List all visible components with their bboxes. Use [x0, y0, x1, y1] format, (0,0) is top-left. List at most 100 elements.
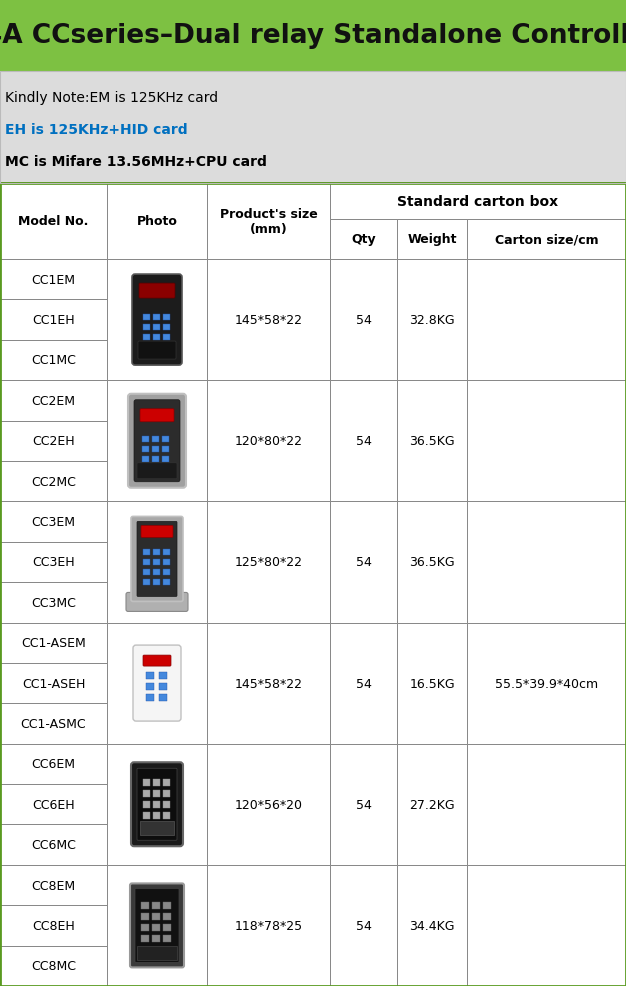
Text: 120*80*22: 120*80*22 — [235, 435, 302, 448]
Text: 34.4KG: 34.4KG — [409, 919, 454, 932]
Bar — [467, 623, 626, 743]
Bar — [163, 345, 170, 351]
Bar — [0, 0, 626, 72]
Bar — [153, 324, 160, 330]
Bar — [0, 784, 107, 824]
Bar — [397, 865, 467, 986]
Bar — [467, 865, 626, 986]
Bar — [0, 865, 107, 905]
Bar — [467, 259, 626, 381]
Bar — [0, 623, 107, 664]
Bar — [397, 743, 467, 865]
Bar — [0, 183, 626, 986]
Bar — [159, 694, 167, 701]
Text: EH is 125KHz+HID card: EH is 125KHz+HID card — [5, 123, 188, 137]
Bar — [143, 570, 150, 576]
Text: 36.5KG: 36.5KG — [409, 435, 455, 448]
Text: CC1EM: CC1EM — [31, 273, 76, 286]
FancyBboxPatch shape — [133, 646, 181, 722]
Bar — [162, 457, 168, 462]
Text: 120*56*20: 120*56*20 — [235, 798, 302, 810]
Text: CC2EM: CC2EM — [31, 394, 76, 407]
Bar — [163, 324, 170, 330]
Text: 54: 54 — [356, 677, 371, 690]
Bar — [163, 570, 170, 576]
Bar — [141, 913, 149, 920]
Bar — [467, 743, 626, 865]
Bar — [151, 447, 158, 453]
Bar — [143, 550, 150, 556]
Text: Qty: Qty — [351, 234, 376, 246]
Text: CC3EM: CC3EM — [31, 516, 76, 528]
Bar — [152, 902, 160, 909]
Bar — [0, 946, 107, 986]
Bar — [146, 694, 154, 701]
Text: Kindly Note:EM is 125KHz card: Kindly Note:EM is 125KHz card — [5, 91, 218, 105]
Bar — [207, 502, 330, 623]
Bar — [151, 466, 158, 472]
Bar — [163, 811, 170, 819]
Bar — [207, 743, 330, 865]
Bar — [153, 811, 160, 819]
Bar — [159, 671, 167, 679]
Bar — [0, 824, 107, 865]
Bar — [143, 801, 150, 808]
Text: 54: 54 — [356, 556, 371, 569]
Bar — [467, 220, 626, 259]
Text: CC1-ASMC: CC1-ASMC — [21, 717, 86, 731]
Text: 16.5KG: 16.5KG — [409, 677, 455, 690]
FancyBboxPatch shape — [132, 275, 182, 366]
Text: S4A CCseries–Dual relay Standalone Controller: S4A CCseries–Dual relay Standalone Contr… — [0, 23, 626, 49]
Bar — [143, 560, 150, 566]
Bar — [153, 560, 160, 566]
Bar — [146, 671, 154, 679]
Text: 125*80*22: 125*80*22 — [235, 556, 302, 569]
Bar — [467, 381, 626, 502]
Bar — [107, 865, 207, 986]
FancyBboxPatch shape — [134, 400, 180, 482]
Bar — [151, 457, 158, 462]
Text: CC8EH: CC8EH — [32, 919, 75, 932]
Text: Standard carton box: Standard carton box — [398, 195, 558, 209]
Bar — [397, 623, 467, 743]
Text: 118*78*25: 118*78*25 — [235, 919, 302, 932]
Bar — [162, 466, 168, 472]
Bar — [330, 623, 397, 743]
Bar — [152, 913, 160, 920]
Text: CC8EM: CC8EM — [31, 879, 76, 891]
Bar — [330, 865, 397, 986]
Bar — [0, 183, 626, 986]
Text: CC2EH: CC2EH — [32, 435, 75, 448]
Bar — [467, 502, 626, 623]
Bar — [143, 790, 150, 797]
Bar — [153, 345, 160, 351]
FancyBboxPatch shape — [130, 883, 184, 967]
Bar — [141, 902, 149, 909]
Text: CC1-ASEH: CC1-ASEH — [22, 677, 85, 690]
Bar — [207, 865, 330, 986]
Bar — [163, 913, 171, 920]
Text: CC1EH: CC1EH — [32, 314, 75, 326]
Bar — [107, 623, 207, 743]
FancyBboxPatch shape — [128, 394, 186, 488]
Bar — [330, 502, 397, 623]
Text: CC3MC: CC3MC — [31, 597, 76, 609]
Bar — [163, 334, 170, 341]
FancyBboxPatch shape — [137, 522, 177, 597]
Bar — [330, 183, 626, 220]
Bar — [162, 437, 168, 443]
Bar — [163, 790, 170, 797]
FancyBboxPatch shape — [126, 593, 188, 611]
Bar — [153, 334, 160, 341]
Bar — [143, 811, 150, 819]
FancyBboxPatch shape — [137, 768, 177, 840]
Text: CC6EM: CC6EM — [31, 757, 76, 771]
Bar — [153, 790, 160, 797]
Bar — [143, 580, 150, 586]
Bar — [0, 381, 107, 421]
Bar — [0, 72, 626, 183]
Text: MC is Mifare 13.56MHz+CPU card: MC is Mifare 13.56MHz+CPU card — [5, 155, 267, 169]
Text: CC6EH: CC6EH — [32, 798, 75, 810]
Bar — [159, 683, 167, 690]
Bar — [207, 623, 330, 743]
